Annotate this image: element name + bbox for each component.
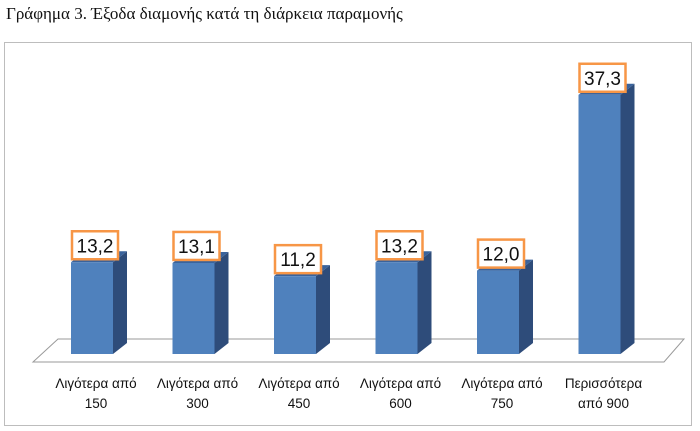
bar-2 (172, 262, 215, 354)
category-label-4-line-1: Λιγότερα από (360, 376, 441, 391)
bar-side-2 (214, 251, 229, 354)
bar-4 (375, 262, 418, 354)
category-label-3-line-2: 450 (288, 396, 311, 411)
category-label-1-line-1: Λιγότερα από (55, 376, 136, 391)
data-label-box-2 (172, 230, 221, 262)
bar-side-3 (316, 265, 330, 354)
bar-6 (578, 94, 621, 354)
category-label-3-line-1: Λιγότερα από (258, 376, 339, 391)
figure-title: Γράφημα 3. Έξοδα διαμονής κατά τη διάρκε… (6, 4, 403, 23)
category-label-6-line-2: από 900 (578, 396, 629, 411)
data-label-5: 12,0 (483, 245, 520, 266)
category-label-4-line-2: 600 (389, 396, 412, 411)
data-label-box-3 (273, 243, 323, 275)
bar-5 (477, 270, 519, 354)
category-label-5-line-2: 750 (491, 396, 514, 411)
data-label-box-6 (578, 62, 627, 94)
data-label-4: 13,2 (381, 236, 418, 257)
bar-side-5 (519, 259, 533, 354)
data-label-box-5 (476, 238, 526, 269)
bar-3 (274, 276, 316, 354)
category-label-6-line-1: Περισσότερα (565, 376, 642, 391)
data-label-box-4 (375, 230, 424, 261)
category-label-5-line-1: Λιγότερα από (461, 376, 542, 391)
bar-side-4 (417, 251, 432, 354)
category-label-1-line-2: 150 (85, 396, 108, 411)
category-label-2-line-2: 300 (186, 396, 209, 411)
category-label-2-line-1: Λιγότερα από (157, 376, 238, 391)
bar-side-6 (620, 83, 635, 354)
data-label-1: 13,2 (77, 236, 114, 257)
data-label-6: 37,3 (584, 69, 621, 90)
data-label-box-1 (70, 230, 120, 261)
data-label-3: 11,2 (280, 250, 316, 271)
bar-side-1 (113, 251, 127, 354)
data-label-2: 13,1 (178, 237, 215, 258)
bar-1 (71, 262, 113, 354)
